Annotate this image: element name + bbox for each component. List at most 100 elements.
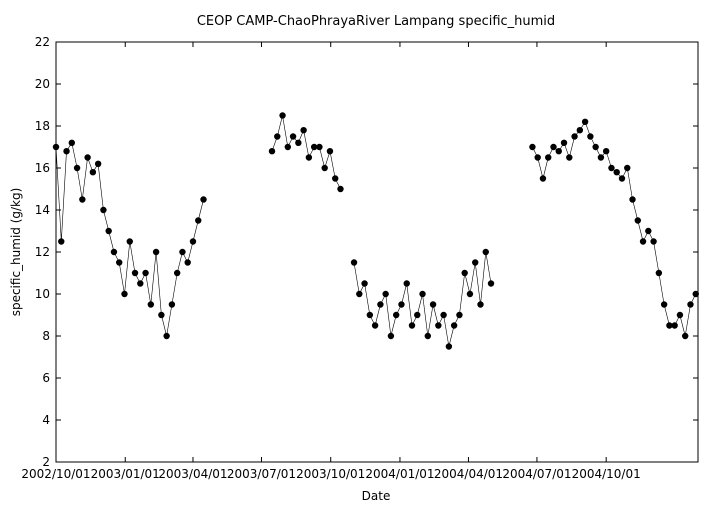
data-point <box>608 164 615 172</box>
x-tick-label: 2003/10/01 <box>296 467 365 481</box>
data-point <box>613 169 620 176</box>
data-point <box>545 154 552 161</box>
data-point <box>295 139 302 146</box>
x-axis-label: Date <box>362 489 391 503</box>
data-point <box>300 127 307 134</box>
x-tick-label: 2004/07/01 <box>502 467 571 481</box>
y-tick-label: 16 <box>35 161 50 175</box>
data-point <box>618 175 626 182</box>
data-point <box>366 311 374 319</box>
data-point <box>461 269 468 277</box>
data-point <box>482 248 489 256</box>
y-axis-label: specific_humid (g/kg) <box>9 188 23 317</box>
data-point <box>450 322 458 329</box>
plot-frame <box>55 41 699 463</box>
data-point <box>289 133 297 140</box>
data-point <box>94 160 102 167</box>
x-tick-label: 2004/10/01 <box>572 467 641 481</box>
data-point <box>592 143 599 151</box>
data-point <box>571 133 578 140</box>
data-point <box>268 148 276 155</box>
data-point <box>63 148 70 155</box>
data-point <box>350 259 358 266</box>
data-point <box>687 301 694 308</box>
data-point <box>403 280 410 287</box>
data-point <box>424 332 432 340</box>
data-point <box>326 148 334 155</box>
data-point <box>624 164 631 172</box>
data-point <box>126 238 133 245</box>
series-line <box>353 251 492 347</box>
data-point <box>158 311 165 319</box>
data-point <box>660 301 668 308</box>
data-point <box>332 175 339 182</box>
y-tick-label: 10 <box>35 287 50 301</box>
y-tick-label: 20 <box>35 77 50 91</box>
data-point <box>371 322 379 329</box>
chart-title: CEOP CAMP-ChaoPhrayaRiver Lampang specif… <box>197 14 555 29</box>
data-point <box>116 259 123 266</box>
data-point <box>398 301 405 308</box>
data-point <box>639 238 647 245</box>
data-point <box>356 290 363 298</box>
data-point <box>487 280 495 287</box>
data-point <box>472 259 479 266</box>
y-tick-label: 6 <box>42 371 50 385</box>
data-point <box>671 322 678 329</box>
x-tick-label: 2004/01/01 <box>365 467 434 481</box>
data-point <box>629 196 636 203</box>
data-point <box>602 148 610 155</box>
data-point <box>566 154 573 161</box>
data-point <box>284 143 292 151</box>
data-point <box>645 227 652 235</box>
data-point <box>581 118 589 126</box>
data-point <box>168 301 176 308</box>
data-point <box>73 164 81 172</box>
x-tick-label: 2004/04/01 <box>434 467 503 481</box>
data-point <box>274 133 281 140</box>
data-point <box>587 133 594 140</box>
data-point <box>305 154 313 161</box>
y-tick-label: 14 <box>35 203 50 217</box>
data-point <box>200 196 207 203</box>
data-point <box>445 343 453 350</box>
data-point <box>68 139 76 146</box>
data-point <box>279 112 286 119</box>
data-point <box>105 227 112 235</box>
data-point <box>179 248 186 256</box>
data-point <box>100 206 107 214</box>
y-axis: 2 4 6 8 10 12 14 16 18 20 22 <box>35 35 698 469</box>
data-point <box>419 290 426 298</box>
y-tick-label: 8 <box>42 329 50 343</box>
data-point <box>152 248 160 256</box>
data-point <box>392 311 400 319</box>
y-tick-label: 12 <box>35 245 50 259</box>
data-point <box>52 143 60 151</box>
data-point <box>477 301 484 308</box>
data-point <box>429 301 437 308</box>
data-point <box>189 238 197 245</box>
data-point <box>692 290 699 298</box>
data-point <box>79 196 86 203</box>
data-point <box>534 154 541 161</box>
data-point <box>173 269 181 277</box>
data-point <box>321 164 328 172</box>
data-point <box>84 154 91 161</box>
y-tick-label: 22 <box>35 35 50 49</box>
data-point <box>147 301 155 308</box>
x-tick-label: 2003/01/01 <box>91 467 160 481</box>
data-point <box>597 154 605 161</box>
data-point <box>121 290 128 298</box>
y-tick-label: 18 <box>35 119 50 133</box>
data-point <box>316 143 323 151</box>
data-point <box>634 217 641 224</box>
data-point <box>387 332 395 340</box>
data-point <box>682 332 689 340</box>
data-point <box>555 148 562 155</box>
data-point <box>142 269 149 277</box>
y-tick-label: 4 <box>42 413 50 427</box>
data-point <box>440 311 447 319</box>
